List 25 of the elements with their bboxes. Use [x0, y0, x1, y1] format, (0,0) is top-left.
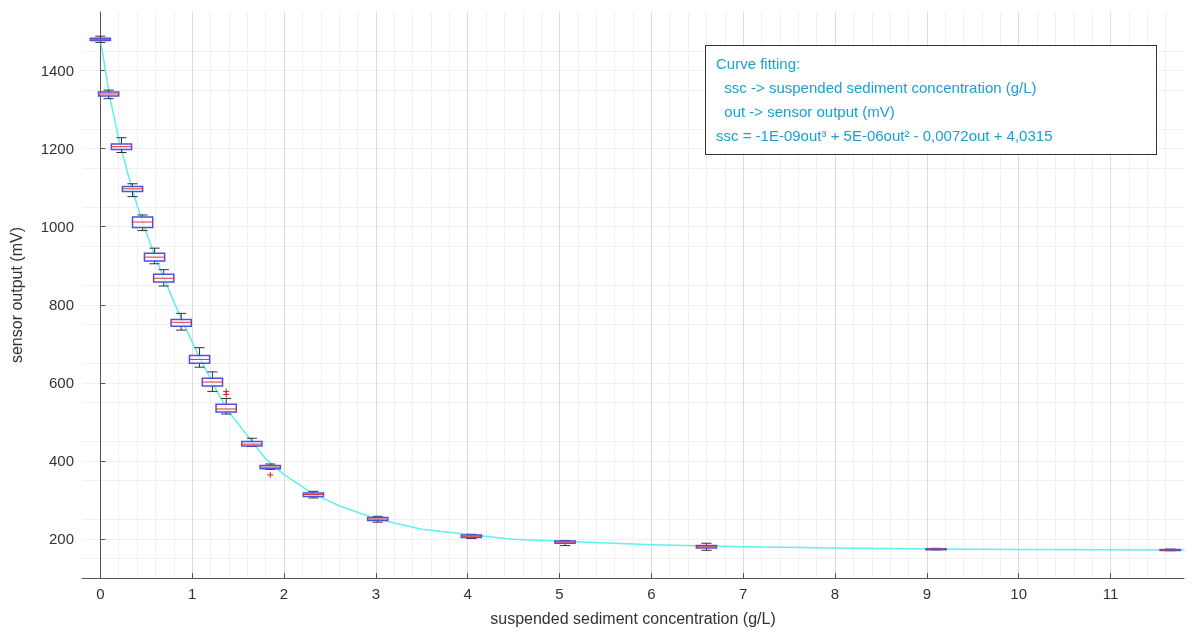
y-tick-label: 1000 — [40, 218, 74, 236]
annotation: ssc = -1E-09out³ + 5E-06out² - 0,0072out + 4,0315 — [716, 126, 1054, 146]
y-tick-label: 1200 — [40, 140, 74, 158]
x-tick-label: 11 — [1102, 585, 1119, 602]
x-tick-label: 10 — [1010, 585, 1028, 602]
x-tick-label: 4 — [463, 585, 472, 602]
y-tick-label: 800 — [48, 296, 74, 314]
annotation: Curve fitting: — [716, 54, 802, 74]
x-tick-label: 6 — [647, 585, 656, 602]
y-tick-label: 400 — [48, 452, 74, 470]
annotation: out -> sensor output (mV) — [723, 102, 896, 122]
y-tick-label: 200 — [48, 530, 74, 548]
x-tick-label: 9 — [922, 585, 932, 602]
x-tick-label: 1 — [188, 585, 197, 602]
x-tick-label: 7 — [739, 585, 748, 602]
x-tick-label: 0 — [96, 585, 105, 602]
annotation: ssc -> suspended sediment concentration (g/L) — [723, 78, 1038, 98]
x-tick-label: 8 — [830, 585, 840, 602]
y-tick-label: 1400 — [40, 62, 74, 80]
x-axis-title: suspended sediment concentration (g/L) — [490, 609, 776, 627]
y-axis-title: sensor output (mV) — [7, 226, 25, 364]
x-tick-label: 5 — [555, 585, 564, 602]
x-tick-label: 3 — [371, 585, 381, 602]
y-tick-label: 600 — [48, 374, 74, 392]
x-tick-label: 2 — [279, 585, 289, 602]
